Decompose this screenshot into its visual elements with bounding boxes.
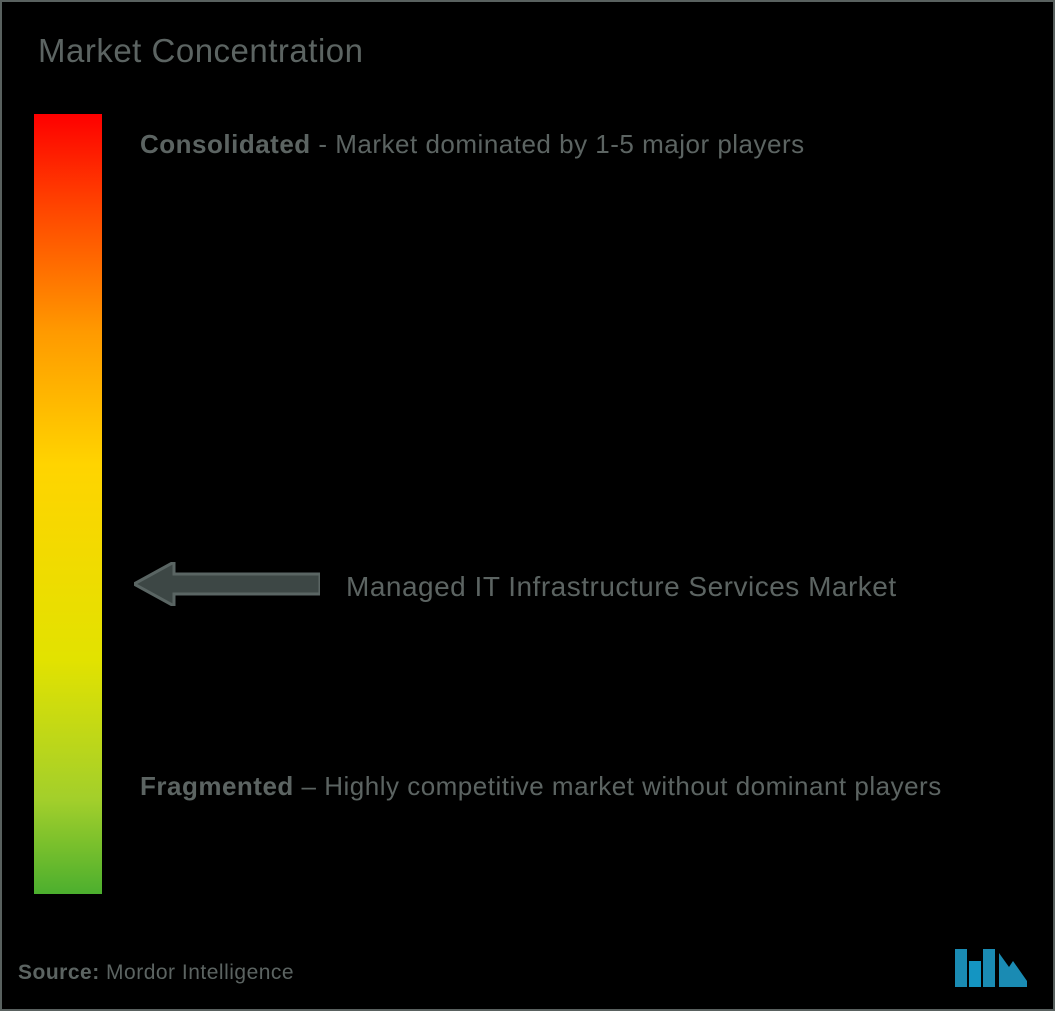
fragmented-label-bold: Fragmented xyxy=(140,771,294,801)
consolidated-label: Consolidated - Market dominated by 1-5 m… xyxy=(140,120,805,169)
market-pointer: Managed IT Infrastructure Services Marke… xyxy=(134,562,897,611)
fragmented-label-rest: – Highly competitive market without domi… xyxy=(294,771,942,801)
fragmented-label: Fragmented – Highly competitive market w… xyxy=(140,762,942,811)
source-value: Mordor Intelligence xyxy=(100,961,294,984)
chart-title: Market Concentration xyxy=(38,32,363,70)
concentration-scale-bar xyxy=(34,114,102,894)
source-attribution: Source: Mordor Intelligence xyxy=(18,961,294,985)
market-pointer-label: Managed IT Infrastructure Services Marke… xyxy=(346,562,897,611)
chart-frame: Market Concentration Consolidated - Mark… xyxy=(0,0,1055,1011)
left-arrow-icon xyxy=(134,562,320,606)
consolidated-label-rest: - Market dominated by 1-5 major players xyxy=(311,129,805,159)
source-label: Source: xyxy=(18,961,100,984)
mordor-logo-icon xyxy=(955,939,1027,987)
consolidated-label-bold: Consolidated xyxy=(140,129,311,159)
